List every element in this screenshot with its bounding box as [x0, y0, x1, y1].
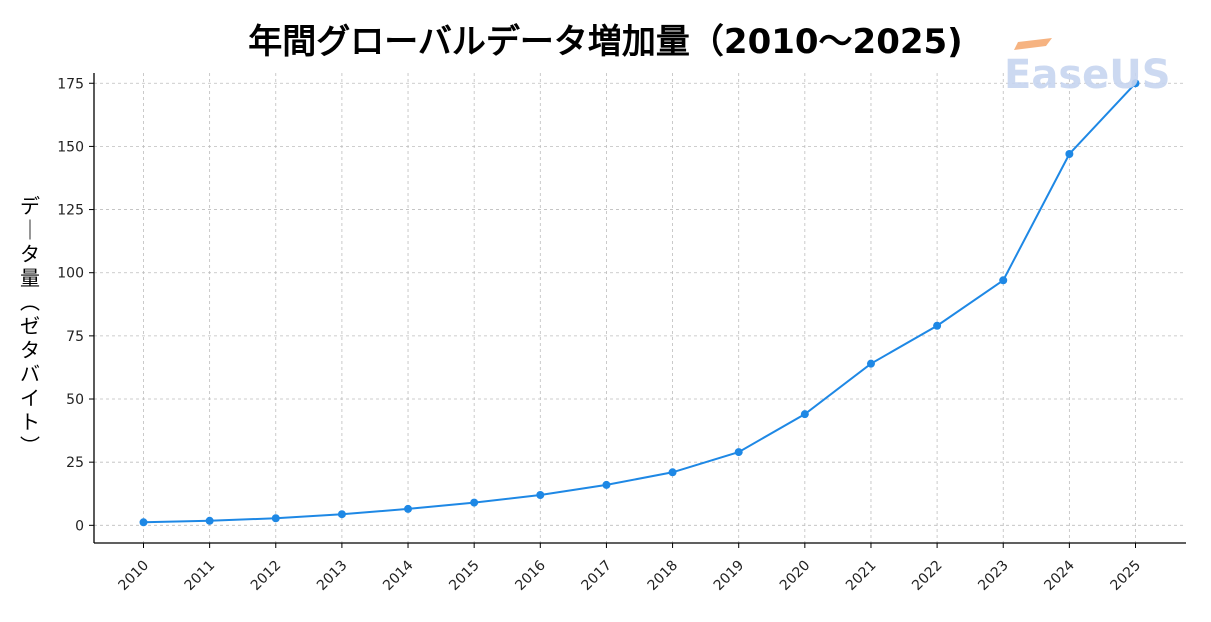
x-tick-label: 2023	[975, 557, 1012, 594]
y-axis-label: デ｜タ量︵ゼタバイト︶	[20, 194, 40, 458]
x-tick-label: 2017	[579, 557, 616, 594]
easeus-watermark-logo: EaseUS	[1004, 38, 1171, 96]
x-tick-label: 2024	[1041, 557, 1078, 594]
x-tick-label: 2010	[116, 557, 153, 594]
watermark-swoosh-icon	[1014, 38, 1052, 50]
data-point	[271, 514, 280, 523]
data-series	[139, 79, 1140, 527]
x-tick-label: 2011	[182, 557, 219, 594]
data-point	[404, 504, 413, 513]
x-tick-label: 2020	[777, 557, 814, 594]
data-point	[1131, 79, 1140, 88]
data-point	[800, 410, 809, 419]
watermark-text: EaseUS	[1004, 52, 1171, 96]
y-axis-label-text: デ｜タ量︵ゼタバイト︶	[20, 194, 40, 458]
x-tick-label: 2014	[380, 557, 417, 594]
data-point	[536, 491, 545, 500]
y-tick-label: 150	[57, 139, 84, 155]
data-point	[205, 516, 214, 525]
y-tick-label: 125	[57, 203, 84, 219]
data-point	[470, 498, 479, 507]
series-line	[143, 82, 1137, 524]
x-tick-label: 2021	[843, 557, 880, 594]
x-tick-label: 2016	[512, 557, 549, 594]
data-point	[1065, 149, 1074, 158]
y-tick-label: 0	[75, 518, 84, 534]
grid-lines	[94, 73, 1186, 543]
data-point	[999, 276, 1008, 285]
y-tick-label: 50	[66, 392, 84, 408]
x-tick-label: 2025	[1108, 557, 1145, 594]
data-point	[139, 518, 148, 527]
chart-title: 年間グローバルデータ増加量（2010～2025)	[248, 22, 963, 62]
y-tick-label: 175	[57, 76, 84, 92]
data-point	[337, 510, 346, 519]
x-tick-label: 2018	[645, 557, 682, 594]
y-tick-label: 25	[66, 455, 84, 471]
y-tick-label: 100	[57, 266, 84, 282]
x-tick-labels: 2010 2011 2012 2013 2014 2015 2016 2017 2018 2019…	[116, 543, 1145, 594]
data-point	[668, 468, 677, 477]
data-point	[734, 448, 743, 457]
x-tick-label: 2019	[711, 557, 748, 594]
x-tick-label: 2022	[909, 557, 946, 594]
y-tick-label: 75	[66, 329, 84, 345]
axes	[93, 73, 1186, 544]
x-tick-label: 2013	[314, 557, 351, 594]
x-tick-label: 2012	[248, 557, 285, 594]
data-point	[933, 321, 942, 330]
data-point	[602, 480, 611, 489]
data-point	[866, 359, 875, 368]
x-tick-label: 2015	[446, 557, 483, 594]
y-tick-labels: 0 25 50 75 100 125 150 175	[57, 76, 94, 534]
